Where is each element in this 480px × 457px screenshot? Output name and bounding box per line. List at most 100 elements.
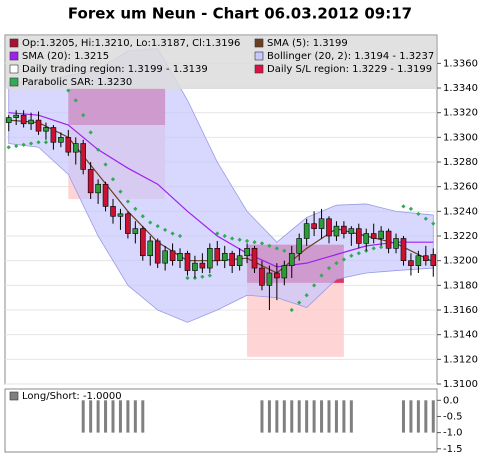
- candle-body: [318, 218, 325, 229]
- candle-body: [58, 137, 64, 143]
- legend-swatch: [9, 51, 19, 61]
- sar-dot: [356, 251, 361, 256]
- y-tick-label: 1.3300: [443, 132, 478, 143]
- sar-dot: [215, 231, 220, 236]
- bar: [118, 400, 122, 433]
- candle-body: [400, 238, 407, 261]
- candle-body: [95, 183, 101, 194]
- sar-dot: [222, 233, 227, 239]
- sar-dot: [401, 204, 406, 209]
- candle-body: [326, 218, 332, 237]
- sar-dot: [252, 240, 257, 245]
- candle-body: [341, 225, 347, 234]
- candle-body: [415, 255, 422, 266]
- sar-dot: [140, 214, 145, 219]
- candle-body: [177, 252, 183, 261]
- bar: [267, 400, 271, 433]
- candle-body: [43, 127, 49, 132]
- legend-box: [6, 36, 436, 89]
- candle-body: [50, 127, 57, 143]
- candle-body: [125, 213, 131, 234]
- y-tick-label: 1.3160: [443, 305, 478, 316]
- sar-dot: [125, 199, 131, 204]
- bar: [133, 400, 137, 433]
- y-tick-label: 1.3340: [443, 83, 478, 94]
- candle-body: [72, 143, 79, 153]
- sar-dot: [177, 233, 183, 239]
- y-tick-label: 0.0: [443, 395, 459, 406]
- sar-dot: [237, 237, 242, 242]
- candle-body: [169, 250, 176, 261]
- sar-dot: [133, 206, 138, 212]
- candle-body: [139, 228, 146, 257]
- sar-dot: [259, 241, 265, 246]
- bar: [297, 400, 301, 433]
- candle-body: [236, 255, 243, 266]
- bar: [327, 400, 331, 433]
- sar-dot: [349, 253, 354, 258]
- candle-body: [87, 169, 94, 194]
- sar-dot: [379, 244, 384, 250]
- candle-body: [370, 233, 377, 239]
- y-tick-label: 1.3240: [443, 206, 478, 217]
- sar-dot: [282, 248, 287, 253]
- indicator-line: [8, 112, 434, 268]
- candle-body: [259, 267, 265, 286]
- sar-dot: [230, 236, 235, 241]
- candle-body: [184, 252, 191, 271]
- legend-swatch: [9, 77, 19, 87]
- y-tick-label: 1.3180: [443, 280, 478, 291]
- y-tick-label: 1.3200: [443, 256, 478, 267]
- candle-body: [229, 252, 235, 266]
- sar-dot: [163, 227, 168, 232]
- candle-body: [221, 252, 228, 261]
- sar-dot: [81, 113, 86, 118]
- candle-body: [251, 248, 258, 269]
- sar-dot: [423, 216, 428, 221]
- legend-swatch: [254, 51, 264, 61]
- sar-dot: [43, 140, 49, 145]
- bar: [104, 400, 108, 433]
- chart-title: Forex um Neun - Chart 06.03.2012 09:17: [68, 5, 412, 23]
- candle-body: [214, 248, 221, 261]
- sar-dot: [431, 221, 436, 226]
- bar: [409, 400, 413, 433]
- sar-dot: [274, 246, 279, 251]
- bar: [349, 400, 353, 433]
- candle-body: [35, 119, 42, 132]
- legend-label: Parabolic SAR: 1.3230: [22, 77, 132, 88]
- bar: [290, 400, 294, 433]
- bar: [431, 400, 435, 433]
- y-tick-label: 1.3320: [443, 108, 478, 119]
- sar-dot: [185, 275, 190, 281]
- sar-dot: [207, 273, 212, 278]
- candle-body: [132, 228, 139, 234]
- sar-dot: [297, 300, 302, 305]
- sar-dot: [155, 224, 160, 229]
- sar-dot: [408, 206, 414, 212]
- candle-body: [296, 238, 303, 254]
- bar: [401, 400, 405, 433]
- y-tick-label: 1.3260: [443, 182, 478, 193]
- bar: [89, 400, 93, 433]
- sar-dot: [66, 88, 71, 93]
- candle-body: [333, 225, 340, 237]
- bar: [282, 400, 286, 433]
- bar: [111, 400, 115, 433]
- bar: [126, 400, 130, 433]
- candle-body: [154, 240, 161, 264]
- y-tick-label: 1.3280: [443, 157, 478, 168]
- candle-body: [13, 114, 19, 118]
- candle-body: [244, 248, 250, 257]
- candle-body: [266, 272, 273, 286]
- candle-body: [303, 223, 310, 239]
- sar-dot: [371, 246, 376, 251]
- y-tick-label: -0.5: [443, 411, 463, 422]
- bar: [141, 400, 145, 433]
- sar-dot: [200, 274, 205, 279]
- sar-dot: [103, 162, 108, 167]
- legend-label: Op:1.3205, Hi:1.3210, Lo:1.3187, Cl:1.31…: [22, 38, 240, 49]
- sar-dot: [110, 177, 116, 182]
